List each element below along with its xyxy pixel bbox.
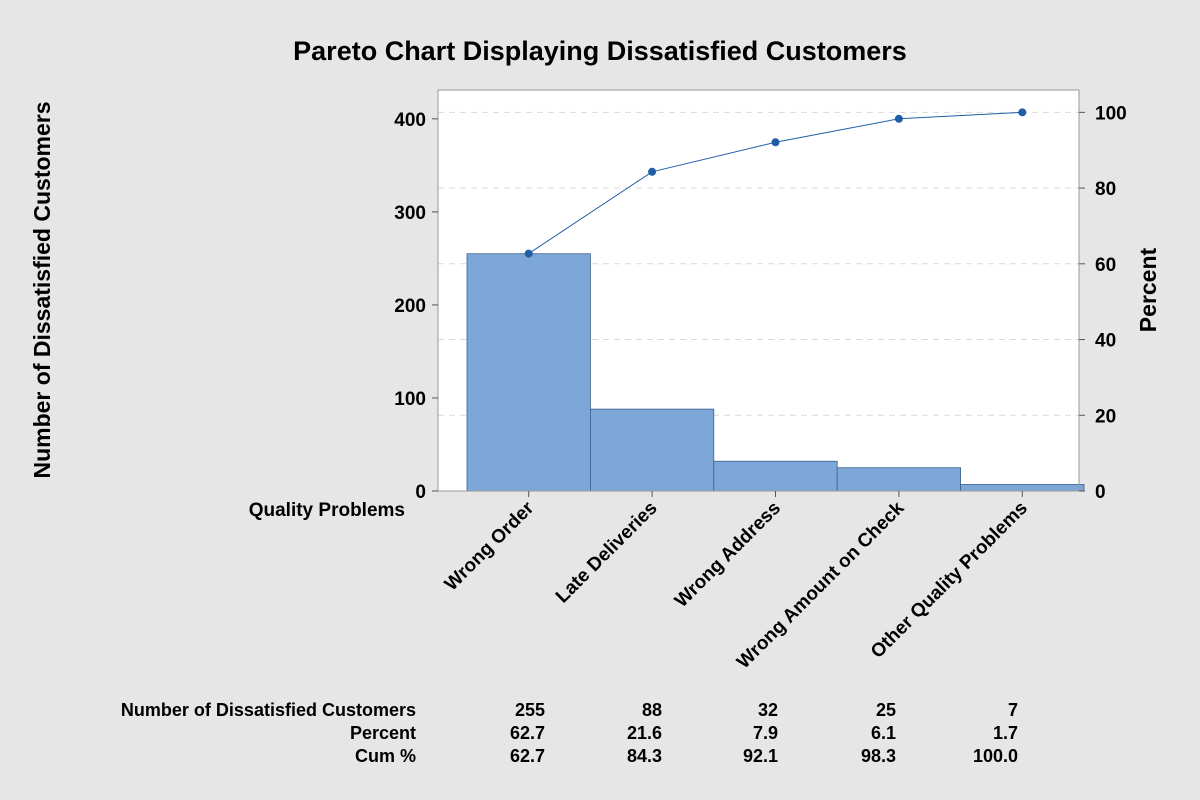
- summary-table: Number of Dissatisfied Customers 255 88 32 2…: [121, 700, 1018, 766]
- plot-frame: [437, 89, 1080, 492]
- y-axis-title: Number of Dissatisfied Customers: [29, 101, 55, 478]
- cumulative-point: [771, 138, 780, 147]
- category-label: Late Deliveries: [552, 498, 662, 608]
- y-tick-label: 200: [394, 296, 426, 317]
- chart-title: Pareto Chart Displaying Dissatisfied Cus…: [293, 36, 907, 66]
- bar: [466, 253, 591, 492]
- table-row-label: Cum %: [355, 746, 416, 766]
- table-cell: 25: [876, 700, 896, 720]
- bars: [466, 253, 1085, 492]
- category-labels: Wrong Order Late Deliveries Wrong AddressW…: [441, 491, 1032, 673]
- y2-tick-label: 0: [1095, 482, 1106, 503]
- table-cell: 21.6: [627, 723, 662, 743]
- table-cell: 7.9: [753, 723, 778, 743]
- cumulative-line: [524, 108, 1027, 258]
- table-cell: 32: [758, 700, 778, 720]
- table-cell: 100.0: [973, 746, 1018, 766]
- table-cell: 92.1: [743, 746, 778, 766]
- y2-tick-label: 20: [1095, 406, 1116, 427]
- bar: [713, 460, 838, 492]
- y2-tick-label: 80: [1095, 179, 1116, 200]
- category-label: Wrong Address: [671, 498, 785, 612]
- table-cell: 1.7: [993, 723, 1018, 743]
- table-cell: 84.3: [627, 746, 662, 766]
- y-tick-label: 300: [394, 203, 426, 224]
- y-tick-label: 400: [394, 110, 426, 131]
- table-row-label: Percent: [350, 723, 416, 743]
- y2-tick-label: 40: [1095, 331, 1116, 352]
- y2-tick-label: 100: [1095, 103, 1127, 124]
- y-tick-label: 100: [394, 389, 426, 410]
- table-cell: 255: [515, 700, 545, 720]
- table-cell: 88: [642, 700, 662, 720]
- cumulative-point: [524, 249, 533, 258]
- axes: 0 100 200 300 400 0 20 40 60 80 100: [394, 89, 1127, 503]
- y2-tick-label: 60: [1095, 255, 1116, 276]
- bar: [960, 484, 1085, 492]
- table-cell: 7: [1008, 700, 1018, 720]
- cumulative-point: [648, 167, 657, 176]
- cumulative-point: [1018, 108, 1027, 117]
- table-cell: 98.3: [861, 746, 896, 766]
- table-cell: 62.7: [510, 723, 545, 743]
- x-axis-title: Quality Problems: [249, 500, 405, 521]
- bar: [590, 408, 715, 492]
- table-cell: 6.1: [871, 723, 896, 743]
- y-tick-label: 0: [415, 482, 426, 503]
- table-cell: 62.7: [510, 746, 545, 766]
- category-label: Wrong Order: [441, 497, 539, 595]
- grid-lines: [438, 111, 1079, 416]
- table-row-label: Number of Dissatisfied Customers: [121, 700, 416, 720]
- cumulative-point: [894, 114, 903, 123]
- y2-axis-title: Percent: [1135, 247, 1161, 332]
- bar: [836, 467, 962, 492]
